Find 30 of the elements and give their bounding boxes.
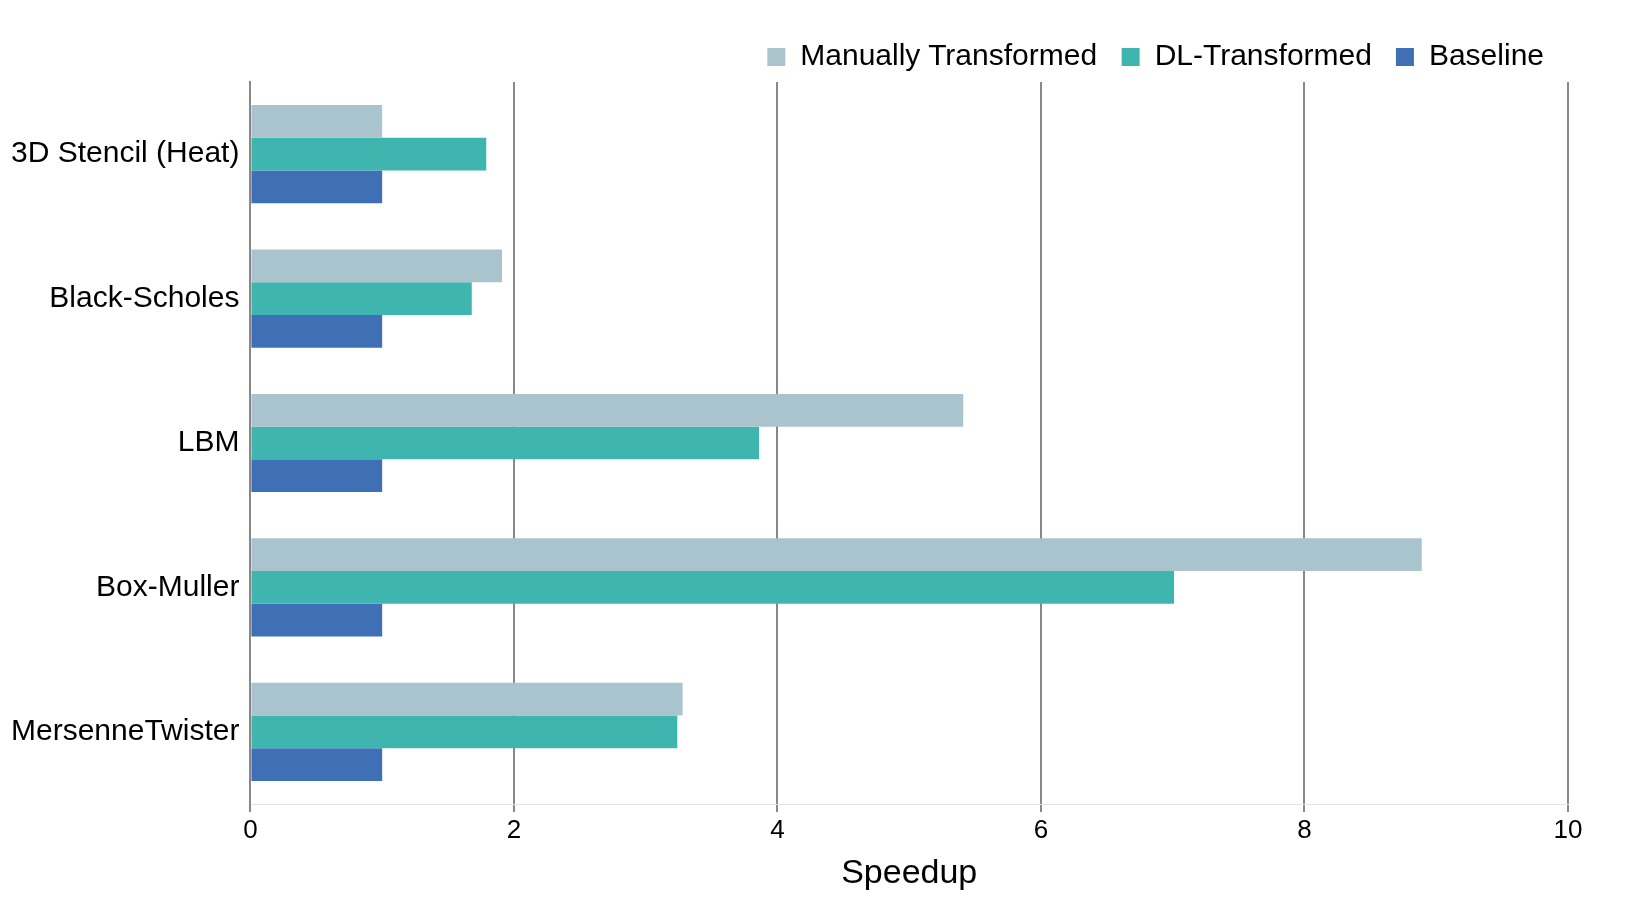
- bar: [251, 715, 678, 749]
- y-tick-label: MersenneTwister: [10, 713, 240, 747]
- y-tick-label: Box-Muller: [96, 568, 240, 602]
- bar: [251, 282, 472, 315]
- bar: [251, 682, 683, 716]
- bar: [251, 393, 964, 427]
- x-tick-label: 10: [1553, 813, 1583, 844]
- x-axis-title: Speedup: [841, 851, 978, 890]
- x-tick-label: 8: [1297, 813, 1312, 844]
- bar: [251, 249, 503, 283]
- y-tick-label: Black-Scholes: [49, 279, 240, 313]
- bar: [251, 571, 1175, 604]
- bar: [251, 314, 383, 348]
- x-tick-label: 2: [506, 813, 522, 844]
- bar: [251, 459, 383, 493]
- legend-label: Manually Transformed: [800, 38, 1098, 72]
- legend-label: Baseline: [1428, 38, 1544, 72]
- bar: [251, 748, 383, 781]
- bar: [251, 170, 383, 204]
- bar: [251, 538, 1422, 572]
- bar: [251, 603, 383, 637]
- y-tick-label: LBM: [177, 424, 240, 458]
- bar: [251, 426, 759, 460]
- x-tick-label: 0: [243, 813, 258, 844]
- legend-label: DL-Transformed: [1154, 38, 1372, 72]
- x-tick-label: 4: [770, 813, 785, 844]
- y-tick-label: 3D Stencil (Heat): [10, 135, 240, 169]
- bar: [251, 105, 383, 138]
- bar: [251, 137, 487, 171]
- x-tick-label: 6: [1033, 813, 1049, 844]
